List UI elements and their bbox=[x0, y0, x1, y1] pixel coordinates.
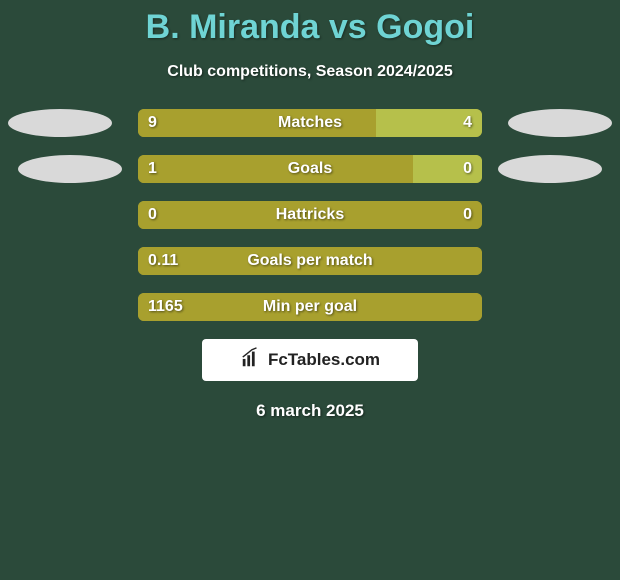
stat-bar-track bbox=[138, 247, 482, 275]
stat-bar-right bbox=[413, 155, 482, 183]
stat-rows: Matches94 Goals10 Hattricks00 Goals per mat… bbox=[0, 109, 620, 321]
watermark-text: FcTables.com bbox=[268, 350, 380, 370]
stat-bar-track bbox=[138, 201, 482, 229]
player-marker-right bbox=[498, 155, 602, 183]
stat-row: Goals10 bbox=[0, 155, 620, 183]
stat-bar-track bbox=[138, 155, 482, 183]
stat-bar-track bbox=[138, 293, 482, 321]
stat-bar-left bbox=[138, 109, 376, 137]
player-marker-left bbox=[18, 155, 122, 183]
stat-row: Hattricks00 bbox=[0, 201, 620, 229]
date-label: 6 march 2025 bbox=[0, 401, 620, 421]
comparison-infographic: B. Miranda vs Gogoi Club competitions, S… bbox=[0, 0, 620, 580]
stat-bar-left bbox=[138, 247, 482, 275]
player-marker-right bbox=[508, 109, 612, 137]
stat-row: Min per goal1165 bbox=[0, 293, 620, 321]
stat-bar-left bbox=[138, 201, 482, 229]
stat-row: Matches94 bbox=[0, 109, 620, 137]
stat-bar-right bbox=[376, 109, 482, 137]
watermark-badge: FcTables.com bbox=[202, 339, 418, 381]
stat-bar-track bbox=[138, 109, 482, 137]
player-marker-left bbox=[8, 109, 112, 137]
page-title: B. Miranda vs Gogoi bbox=[0, 0, 620, 47]
chart-icon bbox=[240, 347, 262, 374]
stat-bar-left bbox=[138, 293, 482, 321]
subtitle: Club competitions, Season 2024/2025 bbox=[0, 63, 620, 81]
stat-row: Goals per match0.11 bbox=[0, 247, 620, 275]
stat-bar-left bbox=[138, 155, 413, 183]
